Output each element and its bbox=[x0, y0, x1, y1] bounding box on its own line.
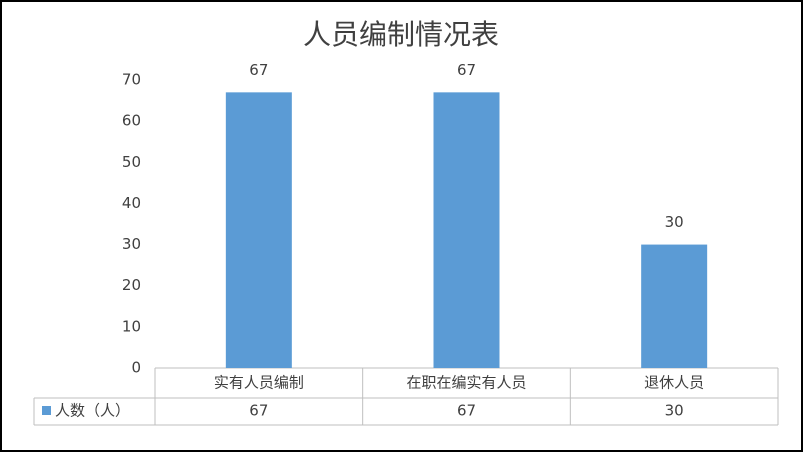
legend-key bbox=[42, 406, 51, 415]
bar bbox=[225, 92, 292, 368]
table-value: 67 bbox=[249, 402, 268, 420]
table-value: 67 bbox=[457, 402, 476, 420]
chart-title: 人员编制情况表 bbox=[303, 18, 499, 51]
bar bbox=[433, 92, 500, 368]
y-tick-label: 10 bbox=[122, 317, 141, 335]
data-label: 67 bbox=[457, 61, 476, 79]
table-value: 30 bbox=[665, 402, 684, 420]
y-tick-label: 0 bbox=[131, 359, 141, 377]
x-tick-label: 实有人员编制 bbox=[214, 374, 304, 392]
data-label: 67 bbox=[249, 61, 268, 79]
y-tick-label: 40 bbox=[122, 194, 141, 212]
x-tick-label: 在职在编实有人员 bbox=[406, 374, 526, 392]
bar bbox=[641, 244, 708, 368]
y-tick-label: 30 bbox=[122, 235, 141, 253]
y-tick-label: 50 bbox=[122, 153, 141, 171]
data-label: 30 bbox=[665, 213, 684, 231]
y-tick-label: 60 bbox=[122, 112, 141, 130]
y-tick-label: 20 bbox=[122, 276, 141, 294]
x-tick-label: 退休人员 bbox=[644, 374, 704, 392]
legend-label: 人数（人） bbox=[55, 402, 130, 420]
y-tick-label: 70 bbox=[122, 71, 141, 89]
